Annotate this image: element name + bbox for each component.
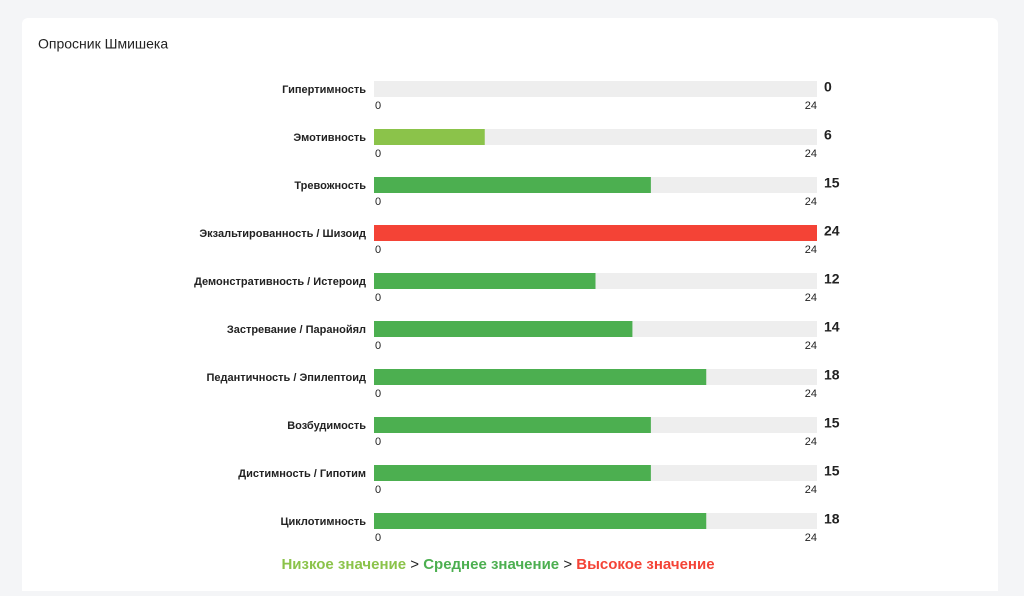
x-tick-label: 24 bbox=[805, 532, 817, 544]
x-tick-label: 24 bbox=[805, 196, 817, 208]
x-tick-label: 24 bbox=[805, 388, 817, 400]
value-label: 15 bbox=[824, 415, 840, 431]
x-tick-label: 0 bbox=[375, 436, 381, 448]
x-tick-label: 24 bbox=[805, 244, 817, 256]
category-label: Застревание / Паранойял bbox=[227, 324, 366, 336]
category-label: Гипертимность bbox=[282, 84, 366, 96]
value-label: 6 bbox=[824, 127, 832, 143]
x-tick-label: 0 bbox=[375, 100, 381, 112]
value-label: 0 bbox=[824, 79, 832, 95]
bar bbox=[374, 465, 651, 481]
bar bbox=[374, 129, 485, 145]
bar bbox=[374, 225, 817, 241]
x-tick-label: 0 bbox=[375, 484, 381, 496]
legend-separator: > bbox=[563, 556, 572, 573]
x-tick-label: 0 bbox=[375, 148, 381, 160]
bar bbox=[374, 177, 651, 193]
bar bbox=[374, 513, 707, 529]
x-tick-label: 24 bbox=[805, 292, 817, 304]
x-tick-label: 24 bbox=[805, 148, 817, 160]
legend-separator: > bbox=[410, 556, 419, 573]
x-tick-label: 0 bbox=[375, 292, 381, 304]
value-label: 24 bbox=[824, 223, 840, 239]
bar bbox=[374, 321, 633, 337]
bar bbox=[374, 417, 651, 433]
category-label: Экзальтированность / Шизоид bbox=[199, 228, 366, 240]
category-label: Тревожность bbox=[294, 180, 366, 192]
legend-item: Среднее значение bbox=[423, 556, 559, 573]
value-label: 15 bbox=[824, 463, 840, 479]
category-label: Возбудимость bbox=[287, 420, 366, 432]
x-tick-label: 0 bbox=[375, 340, 381, 352]
category-label: Демонстративность / Истероид bbox=[194, 276, 366, 288]
x-tick-label: 0 bbox=[375, 196, 381, 208]
value-label: 18 bbox=[824, 367, 840, 383]
legend: Низкое значение > Среднее значение > Выс… bbox=[281, 556, 714, 573]
value-label: 12 bbox=[824, 271, 840, 287]
category-label: Циклотимность bbox=[281, 516, 367, 528]
x-tick-label: 24 bbox=[805, 340, 817, 352]
x-tick-label: 0 bbox=[375, 244, 381, 256]
category-label: Эмотивность bbox=[293, 132, 366, 144]
value-label: 15 bbox=[824, 175, 840, 191]
value-label: 18 bbox=[824, 511, 840, 527]
card bbox=[22, 18, 998, 596]
x-tick-label: 24 bbox=[805, 484, 817, 496]
bar-track bbox=[374, 81, 817, 97]
bar bbox=[374, 273, 596, 289]
legend-item: Низкое значение bbox=[281, 556, 406, 573]
x-tick-label: 24 bbox=[805, 100, 817, 112]
x-tick-label: 24 bbox=[805, 436, 817, 448]
chart-title: Опросник Шмишека bbox=[38, 36, 168, 52]
value-label: 14 bbox=[824, 319, 840, 335]
x-tick-label: 0 bbox=[375, 532, 381, 544]
bar bbox=[374, 369, 707, 385]
category-label: Дистимность / Гипотим bbox=[238, 468, 366, 480]
legend-item: Высокое значение bbox=[576, 556, 714, 573]
x-tick-label: 0 bbox=[375, 388, 381, 400]
category-label: Педантичность / Эпилептоид bbox=[207, 372, 367, 384]
